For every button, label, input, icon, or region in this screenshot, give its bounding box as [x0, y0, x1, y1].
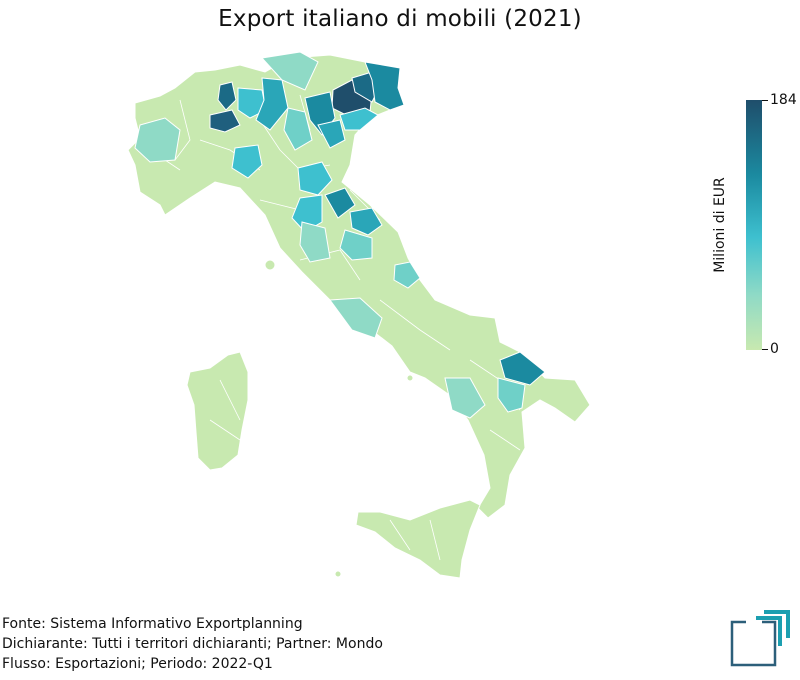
- province-macerata: [339, 229, 373, 261]
- sardinia-island: [186, 351, 249, 471]
- province-pesaro-urbino: [324, 187, 356, 219]
- colorbar-title: Milioni di EUR: [712, 177, 728, 273]
- province-ancona: [349, 207, 383, 236]
- province-piacenza: [231, 144, 263, 179]
- footer-source: Fonte: Sistema Informativo Exportplannin…: [2, 616, 303, 632]
- map-title: Export italiano di mobili (2021): [218, 6, 582, 32]
- small-island: [406, 374, 414, 382]
- small-island: [334, 570, 342, 578]
- elba-island: [264, 259, 276, 271]
- colorbar-gradient: [746, 100, 762, 350]
- province-matera: [497, 377, 526, 413]
- sicily-island: [355, 499, 481, 579]
- province-torino: [134, 117, 181, 163]
- footer-declarant: Dichiarante: Tutti i territori dichiaran…: [2, 636, 383, 652]
- colorbar-max-label: 184: [770, 92, 797, 108]
- province-padova: [317, 119, 346, 149]
- colorbar-tick-max: [762, 100, 768, 101]
- colorbar-tick-min: [762, 349, 768, 350]
- province-verona: [283, 107, 313, 151]
- province-monza: [209, 109, 241, 133]
- province-forli-cesena: [297, 161, 333, 196]
- province-trento: [261, 51, 319, 91]
- province-latina: [299, 221, 331, 263]
- province-como: [217, 81, 237, 111]
- exportplanning-logo: [730, 610, 790, 667]
- province-friuli-east: [364, 61, 405, 111]
- province-roma: [329, 297, 383, 339]
- colorbar-min-label: 0: [770, 341, 779, 357]
- province-abruzzo: [393, 261, 421, 289]
- source-footer: Fonte: Sistema Informativo Exportplannin…: [2, 614, 383, 674]
- province-bari: [499, 351, 546, 386]
- province-salerno: [444, 377, 486, 419]
- province-venezia: [339, 107, 379, 131]
- footer-flow: Flusso: Esportazioni; Periodo: 2022-Q1: [2, 656, 273, 672]
